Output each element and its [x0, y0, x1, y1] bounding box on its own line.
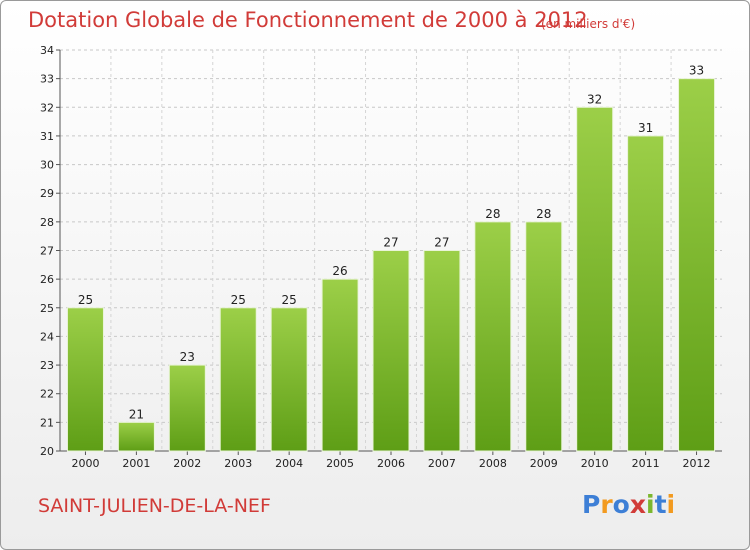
- bar: [270, 307, 308, 452]
- y-tick-label: 29: [40, 187, 54, 200]
- x-tick-label: 2004: [275, 457, 303, 470]
- bar: [117, 421, 155, 452]
- x-tick-label: 2002: [173, 457, 201, 470]
- data-label: 27: [434, 236, 449, 250]
- y-tick-label: 25: [40, 302, 54, 315]
- y-tick-label: 21: [40, 416, 54, 429]
- y-tick-label: 30: [40, 159, 54, 172]
- x-tick-label: 2011: [632, 457, 660, 470]
- bar: [627, 135, 665, 452]
- logo-letter: i: [646, 490, 655, 519]
- bars: [66, 78, 716, 452]
- logo-letter: t: [654, 490, 667, 519]
- data-label: 27: [383, 236, 398, 250]
- x-tick-label: 2009: [530, 457, 558, 470]
- y-tick-label: 32: [40, 101, 54, 114]
- x-tick-label: 2008: [479, 457, 507, 470]
- data-label: 33: [689, 64, 704, 78]
- bar: [678, 78, 716, 452]
- data-label: 23: [180, 350, 195, 364]
- data-label: 21: [129, 407, 144, 421]
- chart-subtitle: (en milliers d'€): [541, 17, 636, 31]
- bar: [423, 250, 461, 452]
- data-labels: 25 21 23 25 25 26 27 27 28 28 32 31 33: [78, 64, 704, 422]
- data-label: 25: [231, 293, 246, 307]
- logo-letter: o: [612, 490, 630, 519]
- tick-labels: 20 21 22 23 24 25 26 27 28 29 30 31 32 33 34 2000 2001 20…: [40, 44, 711, 470]
- y-tick-label: 33: [40, 73, 54, 86]
- logo-letter: P: [582, 490, 601, 519]
- chart-title: Dotation Globale de Fonctionnement de 20…: [28, 8, 588, 32]
- logo-letter: x: [629, 490, 646, 519]
- data-label: 28: [536, 207, 551, 221]
- x-tick-label: 2001: [122, 457, 150, 470]
- bar: [525, 221, 563, 452]
- data-label: 26: [332, 264, 347, 278]
- bar: [168, 364, 206, 452]
- x-tick-label: 2005: [326, 457, 354, 470]
- bar: [474, 221, 512, 452]
- y-tick-label: 28: [40, 216, 54, 229]
- y-tick-label: 23: [40, 359, 54, 372]
- y-tick-label: 20: [40, 445, 54, 458]
- data-label: 25: [282, 293, 297, 307]
- x-tick-label: 2012: [683, 457, 711, 470]
- bar: [66, 307, 104, 452]
- x-tick-label: 2003: [224, 457, 252, 470]
- data-label: 25: [78, 293, 93, 307]
- data-label: 31: [638, 121, 653, 135]
- y-tick-label: 24: [40, 330, 54, 343]
- logo-letter: i: [666, 490, 676, 519]
- data-label: 28: [485, 207, 500, 221]
- commune-name: SAINT-JULIEN-DE-LA-NEF: [38, 495, 271, 517]
- x-tick-label: 2007: [428, 457, 456, 470]
- bar: [321, 278, 359, 452]
- x-tick-label: 2010: [581, 457, 609, 470]
- y-tick-label: 34: [40, 44, 54, 57]
- y-tick-label: 22: [40, 388, 54, 401]
- logo-letter: r: [600, 490, 613, 519]
- x-tick-label: 2000: [71, 457, 99, 470]
- proxiti-logo: Proxiti: [582, 490, 675, 519]
- y-tick-label: 31: [40, 130, 54, 143]
- y-tick-label: 27: [40, 245, 54, 258]
- bar: [372, 250, 410, 452]
- x-tick-label: 2006: [377, 457, 405, 470]
- y-tick-label: 26: [40, 273, 54, 286]
- bar: [576, 106, 614, 452]
- bar: [219, 307, 257, 452]
- data-label: 32: [587, 92, 602, 106]
